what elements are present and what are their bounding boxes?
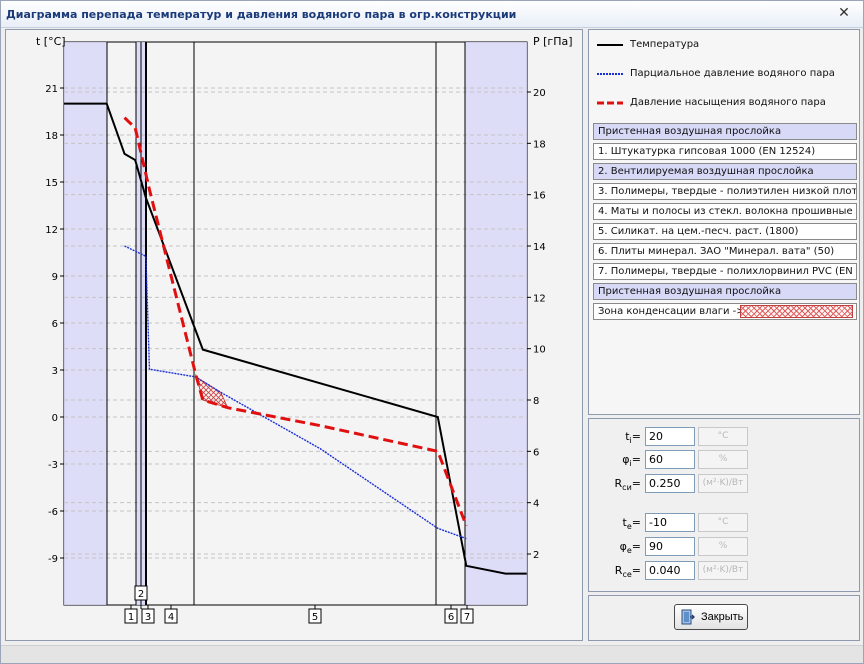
left-tick-label-7: 0 [52,413,58,424]
left-tick-label-0: 21 [45,84,58,95]
condensation-hatch-swatch [740,305,853,318]
close-icon[interactable]: ✕ [838,5,850,21]
layer-item-outer-air[interactable]: Пристенная воздушная прослойка [593,283,857,300]
legend-partial-pressure: Парциальное давление водяного пара [595,65,855,85]
phie-input[interactable] [645,537,695,556]
layer-marker-label-7: 7 [464,612,470,623]
right-tick-label-1: 18 [533,139,546,150]
window-title: Диаграмма перепада температур и давления… [6,8,517,21]
rse-label: Rсе= [614,564,641,580]
title-bar: Диаграмма перепада температур и давления… [1,1,863,28]
layer-item-1[interactable]: 1. Штукатурка гипсовая 1000 (EN 12524) [593,143,857,160]
left-tick-label-8: -3 [48,460,58,471]
legend-temperature: Температура [595,36,855,56]
layer-marker-label-6: 6 [448,612,454,623]
phii-input[interactable] [645,450,695,469]
phie-label: φe= [619,540,641,556]
close-button[interactable]: Закрыть [674,604,748,630]
layer-marker-box-3 [141,608,155,624]
phie-unit: % [698,537,748,556]
chart-panel: 21 18 15 12 9 6 3 0 -3 -6 -9 20 18 16 14 12 10 8 6 4 2 t [°C]… [5,29,583,641]
layer-marker-box-7 [460,608,474,624]
partial-pressure-line [124,245,467,540]
saturation-pressure-line [123,116,468,527]
layer-marker-box-2 [134,585,148,601]
layer-marker-box-5 [308,608,322,624]
left-tick-label-4: 9 [52,272,58,283]
params-panel: ti= °C φi= % Rси= (м²·K)/Вт te= °C φe= %… [588,418,860,592]
layer-marker-label-3: 3 [145,612,151,623]
close-panel: Закрыть [588,595,860,641]
close-button-label: Закрыть [701,611,744,623]
legend-saturation-pressure: Давление насыщения водяного пара [595,94,855,114]
condensation-zone-item: Зона конденсации влаги -> [593,303,857,320]
right-tick-label-3: 14 [533,242,546,253]
right-tick-label-5: 10 [533,345,546,356]
left-tick-label-5: 6 [52,319,58,330]
left-tick-label-1: 18 [45,131,58,142]
phii-unit: % [698,450,748,469]
ti-unit: °C [698,427,748,446]
right-axis-label: P [гПа] [533,35,573,48]
layers-panel: Температура Парциальное давление водяног… [588,29,860,415]
rse-unit: (м²·K)/Вт [698,561,748,580]
layer-item-inner-air[interactable]: Пристенная воздушная прослойка [593,123,857,140]
layer-marker-label-5: 5 [312,612,318,623]
right-tick-label-0: 20 [533,88,546,99]
right-tick-label-2: 16 [533,191,546,202]
left-axis-label: t [°C] [36,35,66,48]
condensation-zone-label: Зона конденсации влаги -> [598,306,745,317]
exit-door-icon [681,609,695,625]
layer-marker-box-4 [164,608,178,624]
layer-marker-label-4: 4 [168,612,174,623]
ti-label: ti= [625,430,641,446]
right-tick-label-8: 4 [533,499,539,510]
layer-marker-label-1: 1 [128,612,134,623]
layer-item-2[interactable]: 2. Вентилируемая воздушная прослойка [593,163,857,180]
te-input[interactable] [645,513,695,532]
right-tick-label-4: 12 [533,293,546,304]
right-tick-label-6: 8 [533,396,539,407]
legend-saturation-pressure-label: Давление насыщения водяного пара [630,97,826,108]
te-label: te= [622,516,641,532]
left-tick-label-2: 15 [45,178,58,189]
layer-item-7[interactable]: 7. Полимеры, твердые - полихлорвинил PVC… [593,263,857,280]
legend-partial-pressure-label: Парциальное давление водяного пара [630,68,835,79]
layer-marker-box-1 [124,608,138,624]
ti-input[interactable] [645,427,695,446]
rsi-input[interactable] [645,474,695,493]
temperature-line [64,102,527,575]
te-unit: °C [698,513,748,532]
left-tick-label-6: 3 [52,366,58,377]
phii-label: φi= [622,453,641,469]
layer-item-6[interactable]: 6. Плиты минерал. ЗАО "Минерал. вата" (5… [593,243,857,260]
left-tick-label-3: 12 [45,225,58,236]
status-bar [1,645,863,663]
layer-item-5[interactable]: 5. Силикат. на цем.-песч. раст. (1800) [593,223,857,240]
right-tick-label-9: 2 [533,550,539,561]
rsi-unit: (м²·K)/Вт [698,474,748,493]
left-tick-label-10: -9 [48,554,58,565]
rse-input[interactable] [645,561,695,580]
left-tick-label-9: -6 [48,507,58,518]
rsi-label: Rси= [614,477,641,493]
right-tick-label-7: 6 [533,447,539,458]
layer-item-4[interactable]: 4. Маты и полосы из стекл. волокна проши… [593,203,857,220]
legend-temperature-label: Температура [630,39,700,50]
layer-marker-label-2: 2 [138,589,144,600]
layer-item-3[interactable]: 3. Полимеры, твердые - полиэтилен низкой… [593,183,857,200]
layer-marker-box-6 [444,608,458,624]
